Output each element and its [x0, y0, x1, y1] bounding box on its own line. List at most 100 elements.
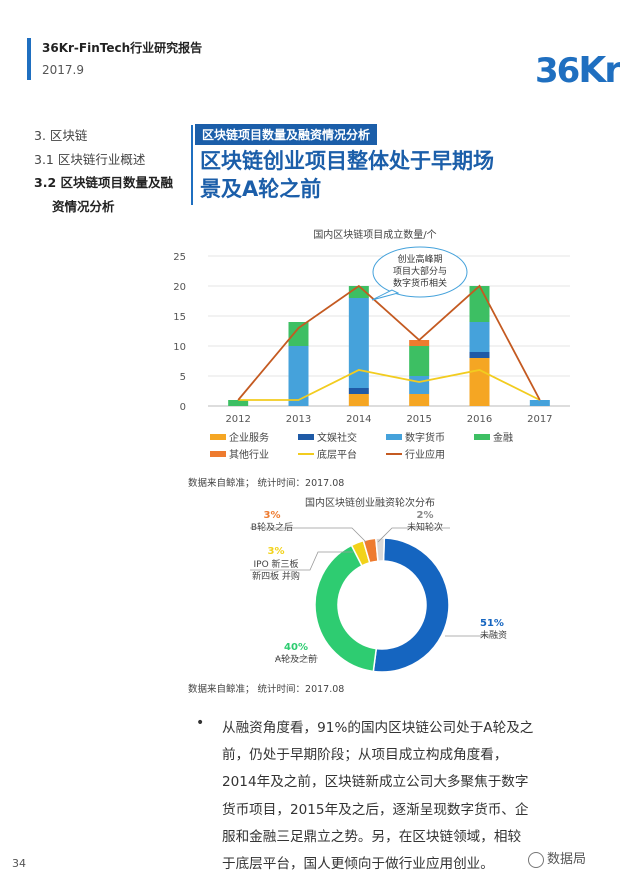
annotation-bubble: [372, 246, 468, 298]
toc-item-current-cont: 资情况分析: [52, 198, 115, 214]
slice-percent: 40%: [284, 642, 308, 653]
slice-percent: 51%: [480, 618, 504, 629]
bar-企业服务: [469, 358, 490, 406]
section-divider: [191, 125, 193, 205]
slice-name: A轮及之前: [275, 653, 317, 665]
slice-percent: 2%: [417, 510, 434, 521]
x-tick-label: 2013: [286, 414, 311, 425]
page-number: 34: [12, 857, 26, 870]
x-tick-label: 2014: [346, 414, 371, 425]
x-tick-label: 2012: [225, 414, 250, 425]
watermark: 数据局: [528, 848, 586, 868]
bar-金融: [288, 322, 309, 346]
y-tick-label: 25: [173, 252, 186, 263]
legend-swatch: [386, 434, 402, 440]
x-axis-ticks: 2012 2013 2014 2015 2016 2017: [225, 414, 552, 425]
legend-label: 金融: [493, 431, 513, 444]
annotation-text: 项目大部分与: [393, 265, 447, 277]
legend-label: 行业应用: [405, 448, 445, 461]
slice-name: B轮及之后: [251, 521, 293, 533]
headline-line-1: 区块链创业项目整体处于早期场: [200, 149, 494, 173]
bar-数字货币: [348, 298, 369, 388]
legend-swatch: [298, 434, 314, 440]
y-tick-label: 0: [180, 402, 186, 413]
headline-line-2: 景及A轮之前: [200, 177, 322, 201]
legend-label: 数字货币: [405, 431, 445, 444]
toc-item-current: 3.2 区块链项目数量及融: [34, 175, 173, 190]
legend-label: 企业服务: [229, 431, 269, 444]
donut-source: 数据来自鲸准； 统计时间：2017.08: [188, 683, 344, 695]
slice-name: IPO 新三板: [253, 558, 298, 570]
legend-label: 底层平台: [317, 448, 357, 461]
bar-金融: [228, 400, 249, 406]
slice-name: 未融资: [480, 629, 507, 641]
annotation-text: 数字货币相关: [393, 277, 447, 289]
bar-企业服务: [348, 394, 369, 406]
body-line: 2014年及之前，区块链新成立公司大多聚焦于数字: [222, 774, 529, 791]
line-底层平台: [238, 369, 541, 401]
body-line: 货币项目，2015年及之后，逐渐呈现数字货币、企: [222, 801, 529, 818]
body-line: 于底层平台，国人更倾向于做行业应用创业。: [222, 856, 494, 873]
section-toc: 3. 区块链 3.1 区块链行业概述 3.2 区块链项目数量及融 资情况分析: [34, 124, 173, 218]
bullet: •: [196, 715, 205, 731]
report-title: 36Kr-FinTech行业研究报告: [42, 41, 203, 55]
legend-swatch: [210, 451, 226, 457]
legend-swatch: [474, 434, 490, 440]
x-tick-label: 2016: [467, 414, 492, 425]
body-paragraph: 从融资角度看，91%的国内区块链公司处于A轮及之 前，仍处于早期阶段；从项目成立…: [222, 715, 592, 878]
bar-金融: [409, 346, 430, 376]
y-tick-label: 15: [173, 312, 186, 323]
x-tick-label: 2015: [406, 414, 431, 425]
header-accent-bar: [27, 38, 31, 80]
report-date: 2017.9: [42, 63, 84, 77]
toc-item-overview: 3.1 区块链行业概述: [34, 151, 146, 167]
chart-title: 国内区块链项目成立数量/个: [313, 228, 436, 241]
y-tick-label: 5: [180, 372, 186, 383]
bar-文娱社交: [469, 352, 490, 358]
annotation-text: 创业高峰期: [397, 253, 442, 265]
y-tick-label: 20: [173, 282, 186, 293]
bar-文娱社交: [348, 388, 369, 394]
leader-line: [250, 527, 367, 543]
body-line: 服和金融三足鼎立之势。另，在区块链领域，相较: [222, 828, 522, 845]
36kr-logo: 36Kr: [535, 50, 620, 91]
bar-数字货币: [529, 400, 550, 406]
wechat-icon: [528, 851, 544, 868]
toc-item-blockchain: 3. 区块链: [34, 128, 88, 143]
body-line: 从融资角度看，91%的国内区块链公司处于A轮及之: [222, 720, 534, 736]
legend-label: 其他行业: [229, 448, 269, 461]
donut-slice-未知轮次: [375, 537, 386, 563]
leader-line: [250, 551, 353, 571]
donut-slices: [314, 537, 450, 673]
y-axis-ticks: 0 5 10 15 20 25: [173, 252, 186, 413]
bar-企业服务: [409, 394, 430, 406]
donut-slice-未融资: [372, 537, 450, 673]
bar-数字货币: [409, 376, 430, 394]
page-headline: 区块链创业项目整体处于早期场 景及A轮之前: [200, 147, 580, 203]
bar-其他行业: [409, 340, 430, 346]
y-tick-label: 10: [173, 342, 186, 353]
legend-swatch: [210, 434, 226, 440]
line-series: [237, 284, 541, 401]
bar-数字货币: [288, 346, 309, 406]
slice-name: 未知轮次: [407, 521, 443, 533]
body-line: 前，仍处于早期阶段；从项目成立构成角度看，: [222, 747, 508, 764]
chart-source: 数据来自鲸准； 统计时间：2017.08: [188, 477, 344, 489]
bar-series: [228, 286, 550, 406]
slice-percent: 3%: [264, 510, 281, 521]
donut-title: 国内区块链创业融资轮次分布: [305, 496, 435, 509]
slice-percent: 3%: [268, 546, 285, 557]
leader-line: [377, 527, 450, 543]
legend-label: 文娱社交: [317, 431, 357, 444]
annotation-pointer: [371, 289, 400, 301]
line-行业应用: [237, 284, 541, 401]
slice-name: 新四板 并购: [252, 570, 300, 582]
section-tag: 区块链项目数量及融资情况分析: [195, 124, 378, 145]
x-tick-label: 2017: [527, 414, 552, 425]
bar-数字货币: [469, 322, 490, 352]
